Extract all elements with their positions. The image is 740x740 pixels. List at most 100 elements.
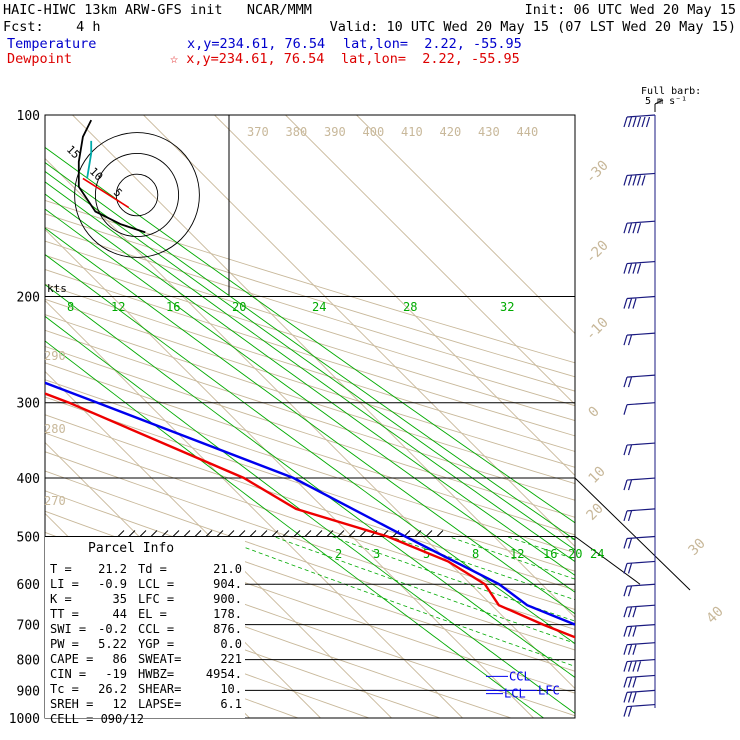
freezing-hatch	[117, 530, 125, 537]
freezing-hatch	[293, 530, 301, 537]
wind-barb	[626, 402, 656, 406]
freezing-hatch	[227, 530, 235, 537]
temperature-profile	[45, 381, 575, 626]
freezing-hatch	[128, 530, 136, 537]
parcel-info-label: LI =	[50, 577, 79, 591]
parcel-info-value: 21.2	[98, 562, 127, 576]
wind-barb-flag	[632, 116, 637, 128]
dry-adiabat-line	[45, 298, 575, 468]
wind-barb-flag	[627, 444, 633, 456]
wind-barb-flag	[632, 626, 637, 637]
wind-barb	[626, 583, 656, 587]
parcel-info-label: LFC =	[138, 592, 174, 606]
parcel-info-value: 5.22	[98, 637, 127, 651]
freezing-hatch	[172, 530, 180, 537]
wind-barb-flag	[627, 175, 633, 186]
wind-barb-flag	[623, 263, 628, 274]
wind-barb-flag	[623, 479, 628, 491]
isotherm-line	[45, 299, 463, 718]
pressure-tick-label: 600	[17, 578, 40, 593]
parcel-info-label: TT =	[50, 607, 79, 621]
isotherm-tick-label: -20	[583, 238, 612, 267]
wind-barb-flag	[627, 263, 633, 274]
freezing-hatch	[205, 530, 213, 537]
mixing-ratio-tick-label: 3	[373, 547, 380, 561]
model-title: HAIC-HIWC 13km ARW-GFS init NCAR/MMM	[3, 2, 312, 18]
moist-adiabat-line	[331, 536, 575, 622]
freezing-hatch	[271, 530, 279, 537]
wind-barb-flag	[636, 175, 642, 186]
parcel-info-value: 4954.	[206, 667, 242, 681]
wind-barb-flag	[632, 661, 637, 672]
dry-adiabat-line	[45, 314, 575, 485]
dewpoint-xy: ☆ x,y=234.61, 76.54	[170, 51, 325, 67]
wind-barb-flag	[632, 644, 637, 655]
wind-barb-flag	[623, 175, 628, 186]
hodograph-ring	[115, 173, 159, 217]
pressure-tick-label: 900	[17, 684, 40, 699]
wind-barb-flag	[632, 677, 637, 688]
wind-barb-flag	[627, 661, 633, 672]
isotherm-line	[143, 115, 575, 548]
mixing-ratio-tick-label: 8	[67, 300, 74, 314]
wind-barbs: Full barb:5 m s⁻¹	[623, 86, 701, 717]
freezing-hatch	[315, 530, 323, 537]
mixing-ratio-line	[45, 315, 575, 715]
wind-barb-flag	[627, 510, 633, 522]
wind-barb	[626, 260, 656, 265]
mixing-ratio-tick-label: 24	[312, 300, 326, 314]
wind-barb	[626, 442, 656, 446]
theta-tick-label: 430	[478, 125, 500, 139]
wind-barb	[626, 220, 656, 224]
mixing-ratio-line	[45, 227, 575, 615]
parcel-info-label: SREH =	[50, 697, 93, 711]
wind-barb-flag	[627, 223, 633, 234]
wind-barb-flag	[623, 510, 628, 522]
parcel-info-value: 876.	[213, 622, 242, 636]
isotherm-line	[285, 115, 575, 406]
parcel-info-value: 221	[220, 652, 242, 666]
wind-barb	[626, 604, 656, 608]
parcel-info-label: CAPE =	[50, 652, 93, 666]
wind-barb-flag	[641, 175, 646, 186]
freezing-hatch	[282, 530, 290, 537]
parcel-info-value: -0.9	[98, 577, 127, 591]
freezing-hatch	[337, 530, 345, 537]
dry-adiabat-line	[45, 329, 575, 501]
wind-barb-flag	[623, 223, 628, 234]
wind-barb-flag	[627, 298, 633, 309]
isotherm-line	[214, 115, 575, 477]
moist-adiabat-line	[448, 536, 575, 580]
wind-barb-flag	[632, 175, 637, 186]
theta-tick-label: 440	[517, 125, 539, 139]
dry-adiabat-line	[45, 451, 575, 630]
isotherm-line	[45, 370, 392, 718]
parcel-info-value: -0.2	[98, 622, 127, 636]
freezing-hatch	[139, 530, 147, 537]
wind-barb-flag	[636, 116, 642, 128]
dry-adiabat-line	[45, 576, 441, 718]
wind-barb-flag	[623, 661, 628, 672]
dewpoint-profile	[45, 392, 575, 639]
sounding-profiles	[45, 381, 575, 639]
wind-barb-flag	[632, 263, 637, 274]
pressure-tick-label: 1000	[9, 712, 40, 727]
wind-barb-flag	[623, 607, 628, 618]
parcel-info-label: T =	[50, 562, 72, 576]
parcel-info-label: SWI =	[50, 622, 86, 636]
chart-header: HAIC-HIWC 13km ARW-GFS init NCAR/MMM Ini…	[0, 0, 740, 70]
parcel-info-label: YGP =	[138, 637, 174, 651]
parcel-info-title: Parcel Info	[88, 541, 174, 556]
wind-barb	[626, 560, 656, 565]
isotherm-tick-label: 20	[584, 501, 607, 524]
parcel-info-label: Td =	[138, 562, 167, 576]
pressure-tick-label: 400	[17, 472, 40, 487]
mixing-ratio-tick-label: 12	[111, 300, 125, 314]
isotherm-tick-label: 30	[686, 536, 709, 559]
wind-barb	[626, 172, 656, 177]
parcel-info-value: 10.	[220, 682, 242, 696]
pressure-tick-label: 800	[17, 654, 40, 669]
mixing-ratio-line	[45, 170, 575, 551]
wind-barb-flag	[623, 677, 628, 688]
parcel-info-value: 12	[113, 697, 127, 711]
